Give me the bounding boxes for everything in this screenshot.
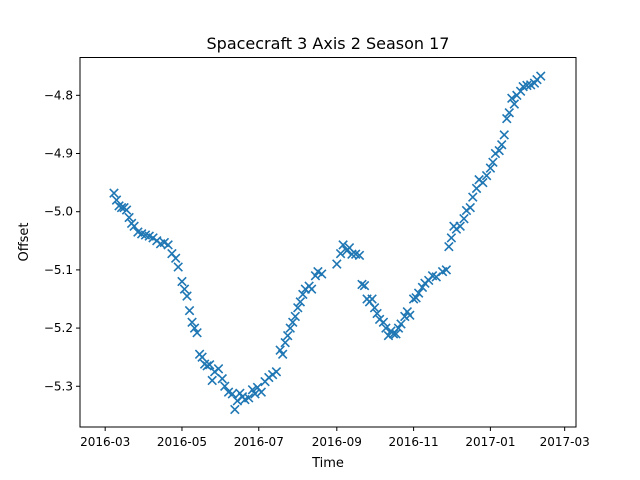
data-point: [192, 327, 202, 338]
x-tick-label: 2016-09: [312, 435, 362, 449]
data-point: [405, 310, 415, 321]
x-axis-ticks: 2016-03 2016-05 2016-07 2016-09 2016-11 2017-…: [80, 427, 590, 449]
data-point: [111, 195, 122, 205]
data-point: [465, 202, 476, 213]
data-point: [478, 177, 488, 188]
data-point: [499, 130, 510, 140]
data-point: [213, 364, 224, 374]
data-point: [367, 294, 377, 304]
data-point: [170, 253, 181, 264]
data-point: [282, 330, 293, 341]
data-point: [535, 71, 546, 81]
data-point: [504, 108, 515, 118]
data-point: [481, 170, 492, 181]
x-tick-label: 2016-11: [389, 435, 439, 449]
y-axis-ticks: −5.3 −5.2 −5.1 −5.0 −4.9 −4.8: [44, 88, 80, 393]
data-point: [298, 289, 308, 300]
data-point: [271, 366, 282, 377]
data-point: [256, 387, 267, 397]
data-point: [411, 293, 421, 303]
data-point: [217, 373, 228, 384]
data-point: [243, 393, 254, 403]
data-point: [522, 80, 532, 91]
data-point: [285, 323, 295, 333]
data-point: [295, 297, 306, 307]
data-point: [509, 99, 520, 109]
data-point: [347, 249, 357, 259]
data-point: [468, 192, 478, 202]
data-point: [488, 157, 498, 168]
y-tick-label: −5.2: [44, 321, 73, 335]
data-point: [187, 317, 197, 328]
data-point: [189, 323, 200, 333]
data-point: [496, 140, 507, 150]
data-point: [109, 188, 119, 198]
data-point: [287, 317, 298, 328]
data-point: [459, 213, 469, 224]
data-point: [316, 269, 327, 279]
data-point: [507, 93, 517, 103]
x-tick-label: 2016-03: [80, 435, 130, 449]
data-point: [227, 389, 238, 399]
data-point: [293, 302, 303, 313]
y-tick-label: −5.3: [44, 379, 73, 393]
data-point: [204, 359, 215, 370]
data-point: [381, 323, 391, 333]
data-point: [354, 250, 365, 261]
data-point: [163, 240, 173, 250]
data-point: [446, 233, 457, 243]
data-point: [396, 319, 406, 329]
x-tick-label: 2017-03: [540, 435, 590, 449]
data-point: [202, 361, 212, 371]
data-point: [494, 145, 504, 156]
data-point: [290, 311, 301, 322]
data-point: [357, 279, 367, 290]
data-point: [230, 404, 240, 415]
y-axis-label: Offset: [17, 222, 32, 261]
plot-frame: [79, 57, 577, 428]
data-point: [280, 337, 290, 348]
data-point: [369, 302, 380, 313]
data-point: [197, 352, 207, 362]
data-point: [455, 221, 465, 232]
data-point: [116, 202, 127, 213]
data-point: [332, 259, 342, 269]
data-point: [441, 265, 452, 275]
x-axis-label: Time: [311, 456, 344, 471]
data-point: [121, 205, 132, 215]
data-point: [485, 163, 496, 173]
data-point: [383, 330, 394, 341]
data-point: [277, 349, 288, 360]
data-point: [338, 240, 348, 250]
data-point: [124, 212, 134, 223]
data-point: [306, 284, 317, 294]
data-markers: [109, 71, 546, 415]
data-point: [129, 221, 139, 232]
data-point: [179, 284, 190, 294]
data-point: [378, 317, 389, 328]
data-point: [184, 305, 195, 316]
x-tick-label: 2016-05: [157, 435, 207, 449]
x-tick-label: 2016-07: [234, 435, 284, 449]
data-point: [177, 276, 187, 287]
y-tick-label: −5.0: [44, 205, 73, 219]
data-point: [444, 241, 454, 252]
data-point: [220, 381, 230, 392]
y-tick-label: −5.1: [44, 263, 73, 277]
data-point: [501, 113, 512, 124]
data-point: [413, 288, 424, 298]
data-point: [207, 375, 217, 386]
data-point: [391, 329, 401, 339]
x-tick-label: 2017-01: [465, 435, 515, 449]
y-tick-label: −4.9: [44, 147, 73, 161]
y-tick-label: −4.8: [44, 88, 73, 102]
chart-title: Spacecraft 3 Axis 2 Season 17: [207, 34, 450, 53]
data-point: [173, 262, 183, 272]
data-point: [372, 308, 382, 319]
data-point: [182, 291, 192, 301]
data-point: [359, 280, 370, 291]
data-point: [335, 248, 346, 259]
